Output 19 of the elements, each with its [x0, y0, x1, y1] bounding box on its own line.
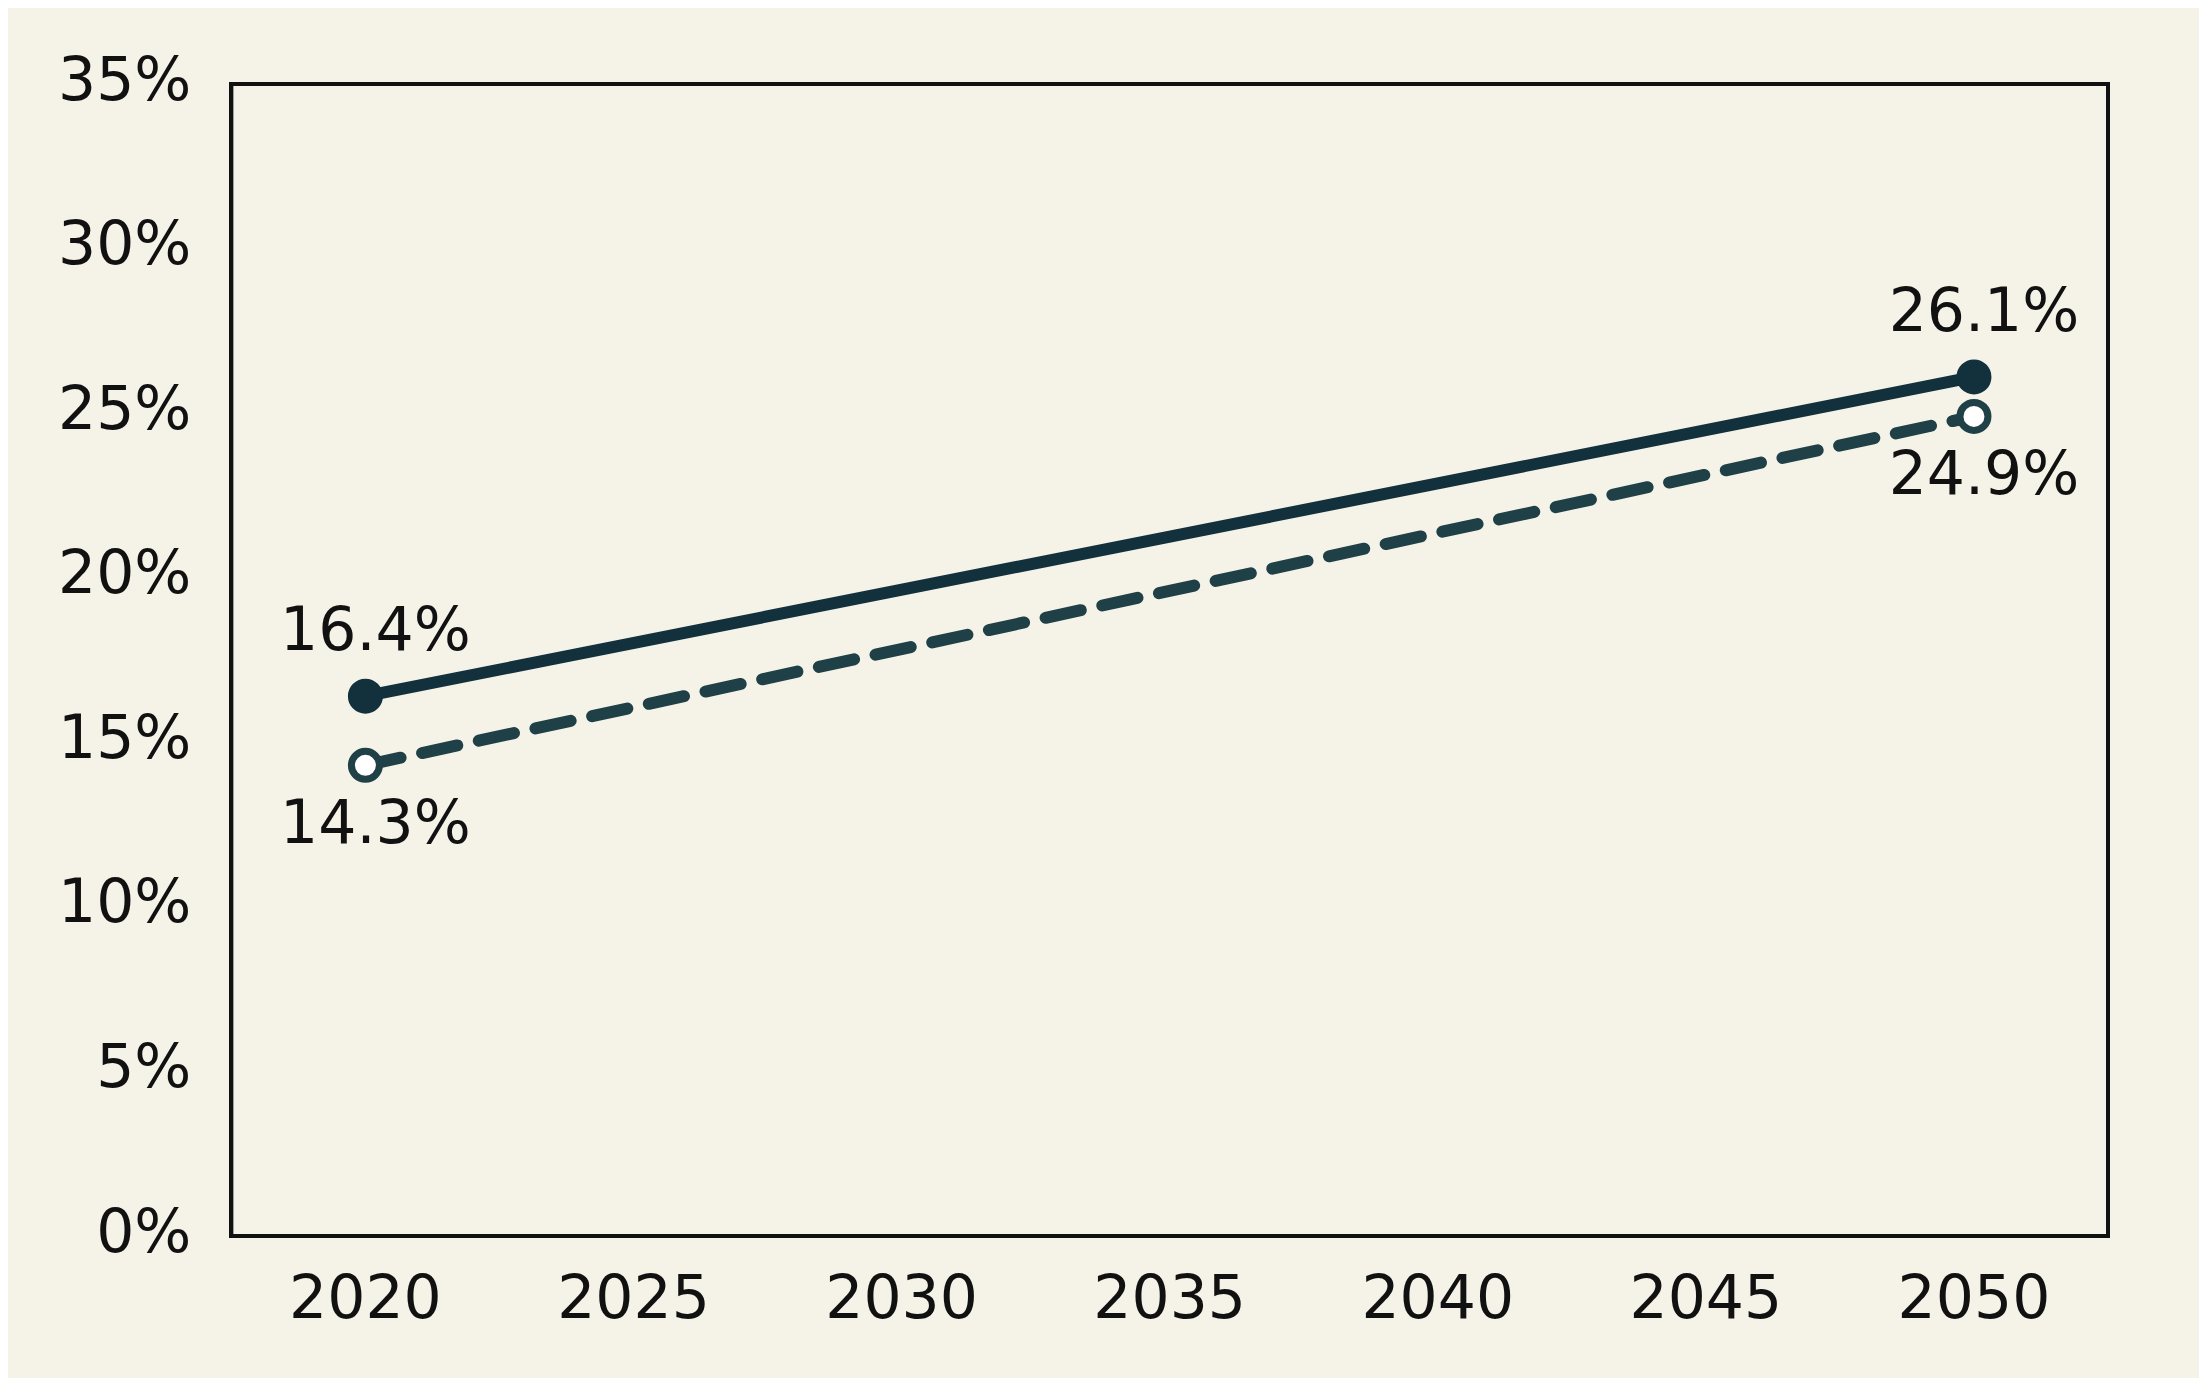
x-tick-label: 2045 [1629, 1261, 1783, 1332]
y-tick-label: 20% [58, 537, 192, 608]
x-tick-label: 2020 [289, 1261, 442, 1332]
x-tick-label: 2035 [1093, 1261, 1247, 1332]
y-tick-label: 10% [58, 866, 192, 937]
data-label: 16.4% [280, 593, 471, 664]
y-tick-label: 15% [58, 701, 192, 772]
x-tick-label: 2050 [1897, 1261, 2051, 1332]
x-tick-label: 2025 [557, 1261, 710, 1332]
data-label: 14.3% [280, 786, 471, 857]
y-tick-label: 5% [96, 1031, 192, 1102]
data-label: 26.1% [1888, 274, 2080, 345]
data-label: 24.9% [1888, 438, 2080, 509]
y-tick-label: 0% [96, 1195, 192, 1266]
y-tick-label: 35% [58, 43, 192, 114]
y-tick-label: 30% [58, 208, 192, 279]
x-tick-label: 2030 [825, 1261, 978, 1332]
y-tick-label: 25% [58, 372, 192, 443]
x-tick-label: 2040 [1361, 1261, 1515, 1332]
